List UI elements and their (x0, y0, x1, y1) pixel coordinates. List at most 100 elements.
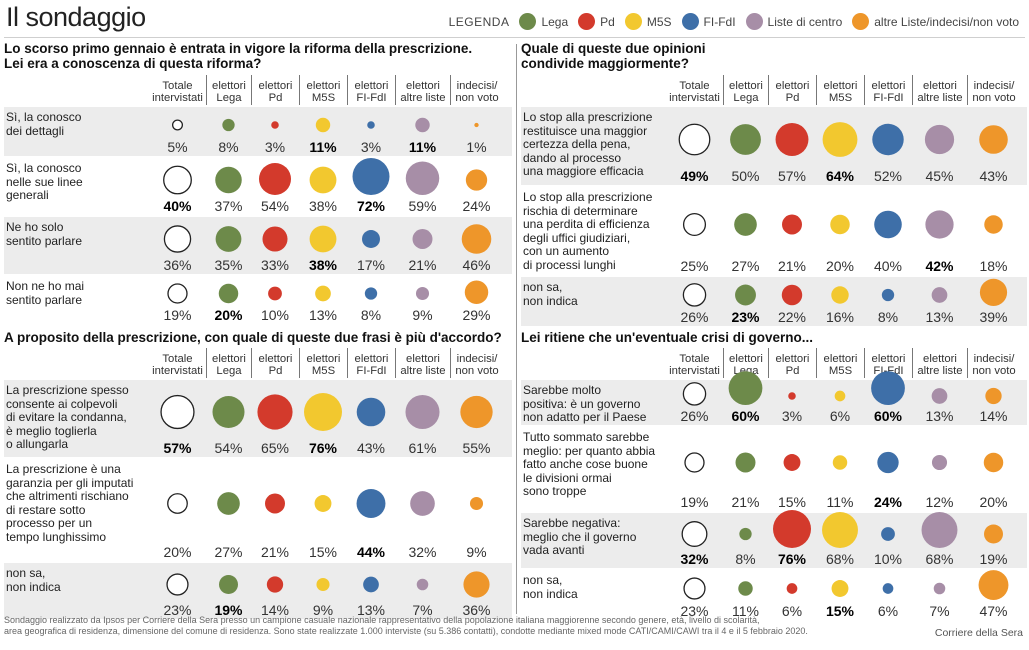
row-label-line: Sarebbe molto (523, 383, 602, 397)
percent-label: 52% (873, 168, 903, 184)
row-label-line: non indica (523, 293, 578, 308)
column-header-line: elettori (306, 353, 341, 365)
bubble-mark (830, 214, 850, 235)
row-label-line: di restare sotto (6, 502, 86, 517)
percent-label: 59% (408, 198, 437, 214)
bubble-svg (877, 451, 899, 474)
percent-label: 76% (777, 551, 807, 567)
data-cell: 9% (299, 563, 347, 619)
column-header-line: Pd (268, 92, 283, 104)
row-label-line: positiva: è un governo (523, 396, 641, 411)
bubble-svg (160, 394, 195, 430)
bubble-svg (304, 393, 342, 431)
legend-item: M5S (624, 13, 678, 30)
bubble-mark (352, 158, 390, 195)
bubble-mark (682, 283, 707, 307)
bubble-mark (460, 395, 493, 429)
bubble-svg (315, 285, 331, 302)
percent-label: 54% (260, 198, 290, 214)
table-row: Ne ho solo sentito parlare 36% 35% 33% 38% 17%… (4, 217, 512, 274)
bubble-svg (163, 225, 192, 253)
percent-label: 11% (826, 494, 854, 510)
row-label-line: vada avanti (523, 543, 585, 557)
column-header-cell: elettori altre liste (395, 75, 450, 105)
bubble-mark (405, 394, 440, 430)
bubble-svg (167, 283, 188, 304)
percent-label: 14% (260, 602, 290, 618)
row-label-line: con un aumento (523, 244, 610, 258)
bubble-mark (979, 278, 1008, 306)
row-label-line: meglio: per quanto abbia (523, 443, 656, 458)
percent-label: 21% (408, 257, 437, 273)
column-header-line: altre liste (400, 365, 446, 377)
bubble-mark (410, 491, 435, 516)
column-header-line: non voto (972, 365, 1016, 377)
data-cell: 60% (723, 371, 768, 425)
bubble-mark (979, 125, 1008, 154)
column-header-line: intervistati (669, 92, 720, 104)
table-row: non sa, non indica 23% 11% 6% 15% 6% 7% 47% (521, 570, 1027, 620)
data-cell: 7% (912, 570, 967, 620)
column-header-cell: Totale intervistati (666, 75, 723, 105)
bubble-mark (171, 119, 184, 131)
data-cell: 25% (666, 187, 723, 275)
row-label-line: non sa, (523, 280, 563, 294)
question-title: A proposito della prescrizione, con qual… (4, 330, 512, 345)
bubble-mark (678, 123, 711, 156)
bubble-mark (683, 577, 706, 600)
row-label-line: non sa, (523, 573, 563, 587)
row-label: non sa, non indica (523, 280, 664, 308)
data-cell: 32% (395, 459, 450, 561)
bubble-mark (871, 371, 905, 405)
column-header-cell: elettori M5S (299, 348, 347, 378)
percent-label: 12% (925, 494, 954, 510)
data-cell: 35% (206, 217, 251, 274)
row-label: Sarebbe negativa: meglio che il governo va… (523, 516, 664, 558)
data-cell: 3% (768, 380, 816, 425)
bubble-mark (167, 283, 188, 304)
column-header-line: Lega (733, 92, 759, 104)
data-cell: 18% (967, 187, 1020, 275)
percent-label: 6% (877, 603, 899, 619)
percent-label: 14% (979, 408, 1008, 424)
bubble-svg (405, 394, 440, 430)
bubble-mark (832, 455, 848, 470)
percent-label: 35% (214, 257, 243, 273)
legend-swatch (519, 13, 537, 30)
bubble-mark (461, 224, 492, 254)
data-cell: 21% (768, 187, 816, 275)
bubble-mark (271, 121, 279, 129)
column-header-cell: indecisi/non voto (967, 348, 1020, 378)
data-cell: 8% (864, 277, 912, 326)
column-header-line: elettori (406, 80, 440, 92)
percent-label: 3% (360, 139, 382, 155)
bubble-svg (356, 489, 386, 518)
percent-label: 6% (829, 408, 851, 424)
percent-label: 27% (731, 258, 760, 274)
bubble-svg (832, 455, 848, 470)
bubble-svg (985, 387, 1002, 405)
bubble-svg (734, 213, 757, 236)
column-header-line: elettori (823, 80, 858, 92)
data-cell: 33% (251, 217, 299, 274)
data-cell: 1% (450, 107, 503, 156)
data-cell: 9% (395, 276, 450, 324)
bubble-svg (881, 527, 895, 541)
data-cell: 8% (206, 107, 251, 156)
bubble-svg (410, 491, 435, 516)
column-header-cell: elettori Lega (206, 75, 251, 105)
percent-label: 54% (214, 440, 243, 456)
footer-note: Sondaggio realizzato da Ipsos per Corrie… (4, 615, 944, 637)
data-cell: 15% (816, 570, 864, 620)
bubble-svg (983, 452, 1004, 473)
bubble-svg (415, 286, 430, 301)
question-title-line: Lei era a conoscenza di questa riforma? (4, 56, 262, 71)
row-label-line: Lo stop alla prescrizione (523, 110, 653, 124)
data-cell: 14% (251, 563, 299, 619)
bubble-svg (682, 283, 707, 307)
data-cell: 24% (450, 158, 503, 215)
data-cell: 5% (149, 107, 206, 156)
data-cell: 14% (967, 380, 1020, 425)
percent-label: 68% (825, 551, 855, 567)
percent-label: 23% (163, 602, 192, 618)
